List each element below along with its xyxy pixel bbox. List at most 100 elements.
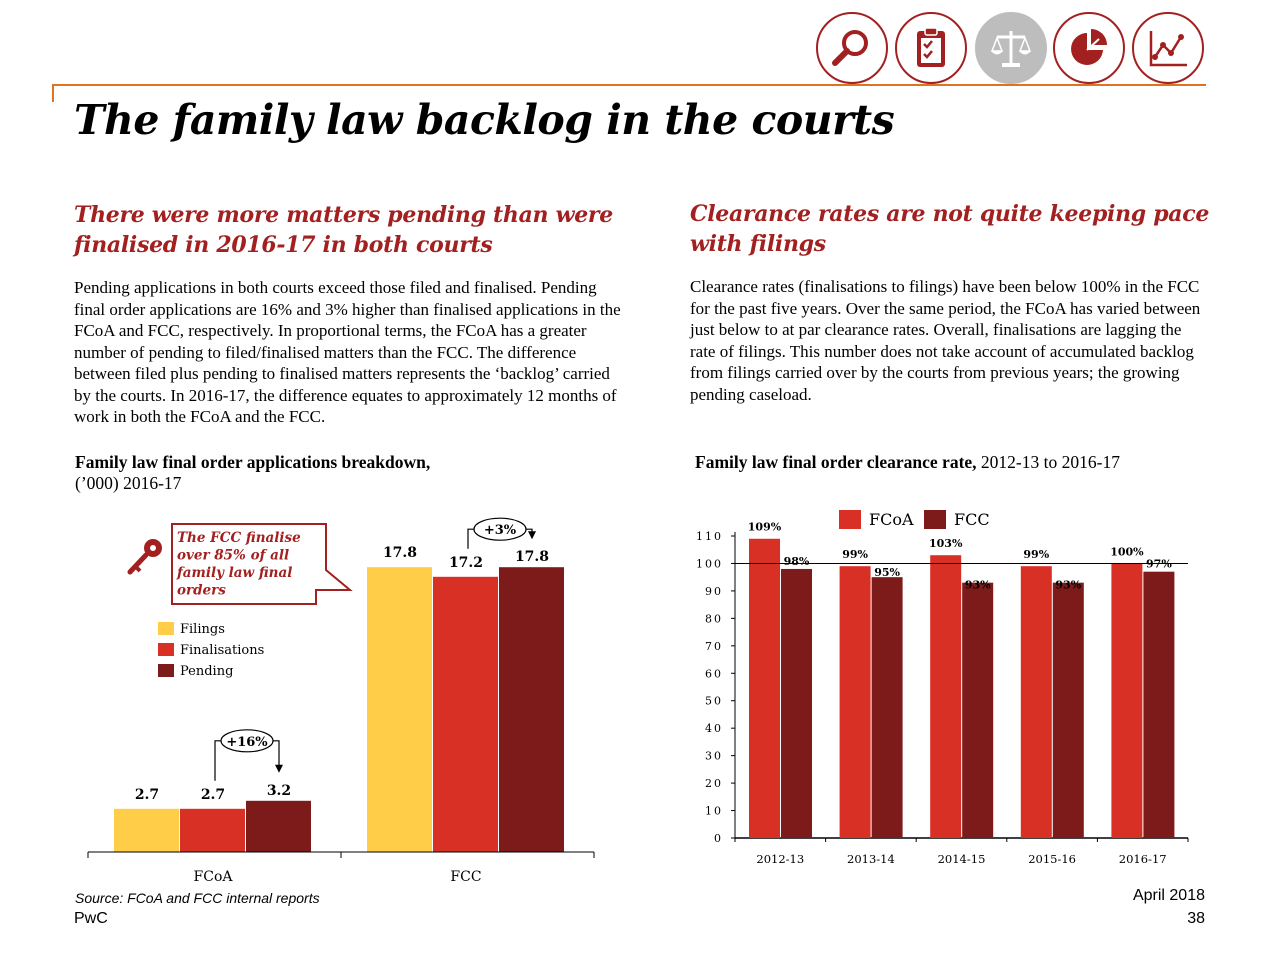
data-label: 17.8 — [515, 549, 549, 565]
right-chart-title-rest: 2012-13 to 2016-17 — [976, 452, 1120, 472]
key-icon — [127, 539, 162, 575]
y-tick-label: 30 — [705, 750, 723, 763]
y-tick-label: 100 — [696, 557, 723, 570]
page-title: The family law backlog in the courts — [74, 96, 895, 144]
legend-label: Finalisations — [180, 643, 264, 658]
legend-swatch — [158, 643, 174, 656]
difference-bubble — [473, 517, 527, 541]
callout-line: orders — [177, 583, 226, 599]
y-tick-label: 80 — [705, 612, 723, 625]
y-tick-label: 110 — [696, 530, 723, 543]
data-label: 99% — [1023, 548, 1049, 561]
bar-finalisations-fcc — [433, 576, 498, 852]
bar-fcoa-2013-14 — [839, 566, 871, 838]
y-tick-label: 0 — [714, 832, 723, 845]
bar-fcoa-2015-16 — [1020, 566, 1052, 838]
legend-swatch — [839, 510, 861, 529]
left-subhead: There were more matters pending than wer… — [74, 202, 613, 258]
data-label: 93% — [965, 579, 991, 592]
data-label: 109% — [748, 521, 782, 534]
data-label: 103% — [929, 537, 963, 550]
data-label: 17.2 — [449, 555, 483, 571]
legend-swatch — [158, 622, 174, 635]
bar-fcoa-2016-17 — [1111, 563, 1143, 838]
bar-fcc-2014-15 — [962, 582, 994, 838]
legend-swatch — [158, 664, 174, 677]
legend-label: FCC — [954, 510, 990, 529]
callout-line: The FCC finalise — [177, 530, 301, 546]
arrow-icon — [275, 764, 283, 773]
x-tick-label: FCC — [450, 869, 481, 885]
bar-pending-fcc — [499, 567, 564, 852]
legend-label: FCoA — [869, 510, 914, 529]
line-chart-icon[interactable] — [1132, 12, 1204, 84]
applications-breakdown-chart: The FCC finalise over 85% of all family la… — [87, 517, 595, 885]
magnifier-icon[interactable] — [816, 12, 888, 84]
data-label: 2.7 — [135, 787, 159, 803]
right-legend: FCoA FCC — [839, 510, 990, 529]
left-bars: 2.7 2.7 3.2 FCoA 17.8 17.2 17.8 FCC — [114, 545, 564, 885]
data-label: 100% — [1110, 545, 1144, 558]
legend-label: Filings — [180, 622, 225, 637]
difference-label: +3% — [484, 523, 517, 538]
x-tick-label: 2013-14 — [847, 852, 895, 866]
footer-brand: PwC — [74, 910, 108, 927]
y-tick-label: 70 — [705, 640, 723, 653]
data-label: 2.7 — [201, 787, 225, 803]
right-bars: 109% 98% 99% 95% 103% 93% 99% 93% 100%97% — [735, 521, 1188, 838]
callout-line: over 85% of all — [177, 548, 289, 564]
bar-filings-fcoa — [114, 808, 179, 852]
pie-chart-icon[interactable] — [1053, 12, 1125, 84]
bar-fcc-2015-16 — [1052, 582, 1084, 838]
left-chart-title-bold: Family law final order applications brea… — [75, 452, 431, 472]
scales-of-justice-icon[interactable] — [975, 12, 1047, 84]
callout: The FCC finalise over 85% of all family la… — [171, 523, 353, 605]
bar-fcc-2016-17 — [1143, 571, 1175, 838]
header-rule-tick — [52, 84, 54, 102]
clipboard-checklist-icon[interactable] — [895, 12, 967, 84]
footer-page-number: 38 — [1187, 910, 1205, 927]
right-chart-title: Family law final order clearance rate, 2… — [695, 452, 1215, 473]
data-label: 17.8 — [383, 545, 417, 561]
x-tick-label: 2012-13 — [756, 852, 804, 866]
y-tick-label: 50 — [705, 695, 723, 708]
footer-date: April 2018 — [1132, 887, 1205, 904]
right-y-axis: 0 10 20 30 40 50 60 70 80 90 100 110 2012-13 2013-14 2… — [696, 530, 1189, 866]
clearance-rate-chart: FCoA FCC 0 10 20 30 40 50 60 70 80 90 100 110 2012-13… — [696, 510, 1189, 866]
y-tick-label: 60 — [705, 667, 723, 680]
data-label: 97% — [1146, 558, 1172, 571]
data-label: 98% — [784, 555, 810, 568]
left-body: Pending applications in both courts exce… — [74, 278, 621, 426]
bar-finalisations-fcoa — [180, 808, 245, 852]
legend-swatch — [924, 510, 946, 529]
y-tick-label: 20 — [705, 777, 723, 790]
right-body: Clearance rates (finalisations to filing… — [690, 277, 1201, 404]
bar-fcc-2012-13 — [781, 568, 812, 838]
bar-pending-fcoa — [246, 800, 311, 852]
left-chart-title: Family law final order applications brea… — [75, 452, 635, 494]
data-label: 3.2 — [267, 783, 291, 799]
callout-line: family law final — [176, 565, 292, 581]
data-label: 93% — [1055, 579, 1081, 592]
data-label: 99% — [842, 548, 868, 561]
y-tick-label: 90 — [705, 585, 723, 598]
bar-fcoa-2014-15 — [930, 555, 962, 838]
x-tick-label: 2015-16 — [1028, 852, 1076, 866]
x-tick-label: FCoA — [194, 869, 234, 885]
left-chart-title-rest: (’000) 2016-17 — [75, 473, 182, 493]
bar-fcc-2013-14 — [871, 577, 903, 838]
callout-text: The FCC finalise over 85% of all family la… — [176, 530, 301, 599]
right-subhead: Clearance rates are not quite keeping pa… — [690, 201, 1210, 257]
data-label: 95% — [874, 566, 900, 579]
bar-filings-fcc — [367, 567, 432, 852]
y-tick-label: 40 — [705, 722, 723, 735]
arrow-icon — [528, 531, 536, 540]
difference-bubble — [220, 729, 274, 753]
source-note: Source: FCoA and FCC internal reports — [75, 890, 320, 906]
bar-fcoa-2012-13 — [749, 538, 780, 838]
right-chart-title-bold: Family law final order clearance rate, — [695, 452, 977, 472]
legend-label: Pending — [180, 664, 233, 679]
left-legend: Filings Finalisations Pending — [158, 622, 264, 679]
left-annotations: +16% +3% — [214, 517, 536, 781]
y-tick-label: 10 — [705, 805, 723, 818]
